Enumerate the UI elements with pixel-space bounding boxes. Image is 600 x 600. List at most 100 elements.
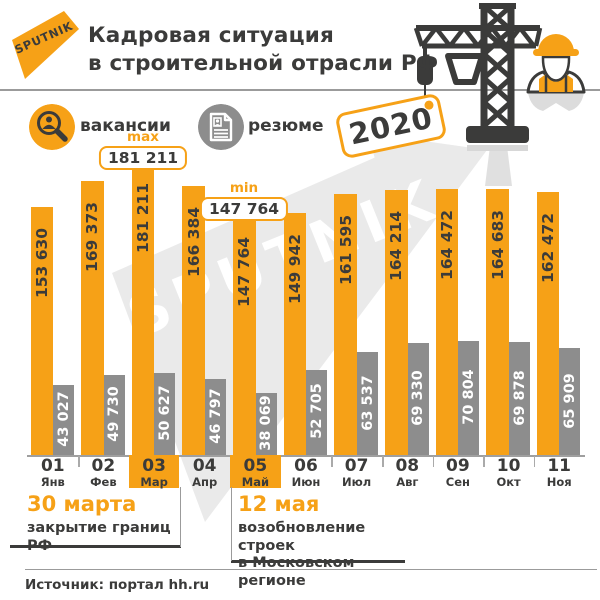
month-number: 09 (446, 456, 470, 476)
max-value: 181 211 (98, 146, 188, 170)
min-value: 147 764 (199, 197, 289, 221)
legend-resumes-label: резюме (248, 116, 324, 136)
sputnik-logo: SPUTNIK (12, 11, 79, 79)
resumes-bar: 52 705 (306, 369, 328, 455)
resumes-bar: 69 330 (407, 342, 429, 455)
month-number: 04 (192, 456, 217, 476)
axis-month-02: 02 Фев (78, 455, 129, 489)
vacancies-bar: 181 211 (131, 162, 155, 455)
vacancies-bar: 164 472 (435, 189, 459, 455)
vacancies-bar: 149 942 (283, 212, 307, 455)
axis-month-05: 05 Май (230, 455, 281, 488)
month-name: Окт (496, 475, 521, 489)
axis-month-03: 03 Мар (128, 455, 180, 489)
annotation-may-date: 12 мая (238, 492, 320, 516)
resumes-bar: 69 878 (508, 342, 530, 455)
worker-reflection (528, 93, 584, 111)
footer-divider (25, 569, 597, 571)
month-number: 02 (91, 456, 116, 476)
month-name: Апр (192, 475, 218, 489)
vacancies-bar-value: 162 472 (539, 213, 558, 284)
vacancies-bar: 164 683 (486, 188, 509, 455)
vacancies-bar-value: 161 595 (336, 214, 355, 285)
crane-base (466, 126, 529, 143)
axis-month-07: 07 Июл (331, 455, 382, 489)
month-name: Фев (90, 475, 117, 489)
year-tag-hole (423, 99, 435, 111)
crane-reflection (485, 146, 512, 186)
annotation-may-underline (231, 560, 405, 563)
axis-month-11: 11 Ноя (534, 455, 585, 489)
vacancies-bar-value: 164 472 (437, 210, 456, 281)
crane-structure (413, 3, 543, 128)
legend-vacancies-label: вакансии (80, 116, 171, 136)
annotation-may-text-2: в Московском регионе (238, 555, 355, 589)
resumes-bar-value: 46 797 (207, 388, 224, 444)
crane-hoist-block (417, 56, 433, 85)
min-tag: min (229, 180, 259, 196)
resumes-icon (198, 104, 244, 150)
construction-crane-illustration (413, 3, 586, 186)
vacancies-icon (29, 104, 75, 150)
month-name: Янв (40, 475, 65, 489)
resumes-bar-value: 63 537 (359, 374, 376, 431)
axis-month-04: 04 Апр (179, 455, 230, 489)
vacancies-bar: 162 472 (536, 192, 560, 455)
month-number: 07 (344, 456, 369, 476)
month-number: 08 (395, 456, 420, 476)
month-name: Мар (140, 475, 168, 489)
vacancies-bar-value: 164 214 (387, 210, 406, 281)
vacancies-bar-value: 181 211 (134, 182, 153, 254)
axis-tick (432, 456, 435, 467)
title-line-2: в строительной отрасли РФ (88, 51, 439, 76)
vacancies-bar: 153 630 (30, 206, 53, 455)
annotation-may-text-1: возобновление строек (238, 520, 366, 554)
resumes-bar: 63 537 (356, 352, 378, 455)
resumes-bar-value: 70 804 (460, 369, 477, 425)
annotation-march-connector (180, 487, 182, 547)
resumes-bar: 65 909 (559, 348, 581, 455)
resumes-bar-value: 69 330 (410, 370, 426, 426)
vacancies-bar: 161 595 (334, 193, 357, 455)
month-name: Авг (396, 475, 419, 489)
resumes-bar: 38 069 (255, 393, 277, 455)
resumes-bar-value: 43 027 (55, 391, 72, 447)
resumes-bar-value: 50 627 (156, 385, 173, 441)
vacancies-bar-value: 153 630 (32, 227, 51, 298)
annotation-march: 30 марта закрытие границ РФ (27, 493, 197, 555)
max-callout: max 181 211 (98, 129, 188, 170)
axis-tick (382, 456, 384, 467)
axis-tick (483, 456, 485, 467)
construction-worker (526, 34, 586, 94)
source-text: Источник: портал hh.ru (25, 577, 210, 593)
vacancies-bar: 169 373 (81, 181, 104, 455)
month-number: 01 (40, 456, 65, 476)
crane-load (445, 53, 485, 85)
month-number: 10 (496, 456, 521, 476)
resumes-bar: 50 627 (154, 373, 176, 455)
axis-month-06: 06 Июн (281, 455, 332, 489)
title-line-1: Кадровая ситуация (88, 23, 335, 48)
vacancies-bar-value: 169 373 (83, 202, 102, 273)
max-tag: max (127, 129, 159, 145)
annotation-may: 12 мая возобновление строек в Московском… (238, 493, 418, 590)
axis-baseline (27, 455, 585, 457)
annotation-march-text: закрытие границ РФ (27, 520, 171, 554)
resumes-bar: 70 804 (458, 340, 480, 455)
axis-month-01: 01 Янв (28, 455, 79, 489)
header-divider (0, 89, 600, 91)
resumes-bar-value: 49 730 (106, 386, 123, 442)
month-name: Ноя (546, 475, 572, 489)
month-name: Май (241, 475, 270, 489)
vacancies-bar: 166 384 (182, 186, 205, 455)
vacancies-bar: 164 214 (385, 189, 408, 455)
resumes-bar-value: 65 909 (561, 372, 578, 429)
page-title: Кадровая ситуация в строительной отрасли… (88, 22, 438, 78)
vacancies-bar-value: 149 942 (285, 233, 304, 304)
month-name: Июн (291, 475, 321, 489)
vacancies-bar-value: 164 683 (488, 209, 507, 280)
month-number: 11 (547, 456, 572, 476)
min-callout: min 147 764 (199, 180, 289, 221)
